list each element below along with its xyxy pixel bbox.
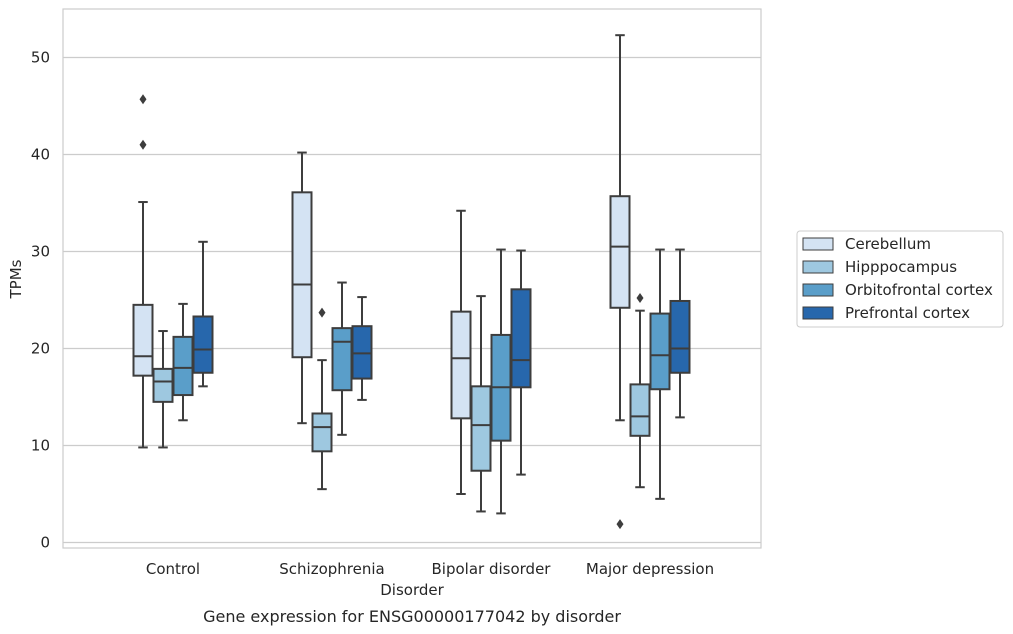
x-tick-label: Major depression xyxy=(586,560,714,578)
box-iqr xyxy=(450,310,472,420)
box-iqr xyxy=(192,315,214,374)
box-hipppocampus-1 xyxy=(311,307,333,491)
box-iqr xyxy=(629,383,651,437)
legend-swatch xyxy=(802,237,834,251)
y-tick-label: 20 xyxy=(31,340,50,358)
box-iqr xyxy=(331,327,353,392)
box-series xyxy=(132,34,691,530)
box-iqr xyxy=(172,335,194,397)
box-hipppocampus-2 xyxy=(470,295,492,513)
x-tick-label: Schizophrenia xyxy=(279,560,384,578)
box-iqr xyxy=(152,367,174,403)
legend-swatch xyxy=(802,306,834,320)
y-tick-label: 30 xyxy=(31,243,50,261)
box-prefrontal-cortex-2 xyxy=(510,249,532,476)
box-orbitofrontal-cortex-2 xyxy=(490,248,512,515)
x-tick-label: Bipolar disorder xyxy=(432,560,552,578)
outlier-point xyxy=(318,307,326,318)
legend-label: Orbitofrontal cortex xyxy=(845,281,993,299)
y-axis-label: TPMs xyxy=(7,259,25,299)
box-hipppocampus-3 xyxy=(629,293,651,489)
x-axis-ticks: Control Schizophrenia Bipolar disorder Majo… xyxy=(146,560,714,578)
x-axis-label: Disorder xyxy=(380,581,444,599)
box-prefrontal-cortex-0 xyxy=(192,240,214,388)
y-tick-label: 0 xyxy=(40,534,50,552)
box-hipppocampus-0 xyxy=(152,330,174,449)
legend-swatch xyxy=(802,260,834,274)
box-orbitofrontal-cortex-0 xyxy=(172,302,194,422)
box-iqr xyxy=(669,299,691,374)
y-tick-label: 10 xyxy=(31,437,50,455)
outlier-point xyxy=(139,94,147,105)
box-cerebellum-1 xyxy=(291,151,313,425)
box-prefrontal-cortex-1 xyxy=(351,296,373,401)
legend: Cerebellum Hipppocampus Orbitofrontal cort… xyxy=(796,230,1004,328)
box-prefrontal-cortex-3 xyxy=(669,248,691,419)
y-tick-label: 50 xyxy=(31,49,50,67)
box-iqr xyxy=(470,385,492,472)
box-orbitofrontal-cortex-1 xyxy=(331,281,353,436)
legend-frame xyxy=(796,230,1004,328)
box-iqr xyxy=(311,412,333,453)
legend-label: Cerebellum xyxy=(845,235,931,253)
box-iqr xyxy=(132,303,154,377)
box-iqr xyxy=(291,191,313,359)
box-iqr xyxy=(649,312,671,391)
legend-label: Prefrontal cortex xyxy=(845,304,970,322)
y-axis-ticks: 0 10 20 30 40 50 xyxy=(31,49,50,552)
gridlines xyxy=(63,56,761,544)
chart-caption: Gene expression for ENSG00000177042 by d… xyxy=(203,607,621,626)
legend-swatch xyxy=(802,283,834,297)
box-cerebellum-0 xyxy=(132,94,154,449)
outlier-point xyxy=(139,139,147,150)
outlier-point xyxy=(616,519,624,530)
box-iqr xyxy=(609,195,631,309)
plot-area-frame xyxy=(62,8,762,549)
x-tick-label: Control xyxy=(146,560,200,578)
box-cerebellum-2 xyxy=(450,209,472,495)
box-cerebellum-3 xyxy=(609,34,631,530)
legend-label: Hipppocampus xyxy=(845,258,957,276)
box-orbitofrontal-cortex-3 xyxy=(649,248,671,500)
box-iqr xyxy=(510,288,532,389)
outlier-point xyxy=(636,293,644,304)
y-tick-label: 40 xyxy=(31,146,50,164)
